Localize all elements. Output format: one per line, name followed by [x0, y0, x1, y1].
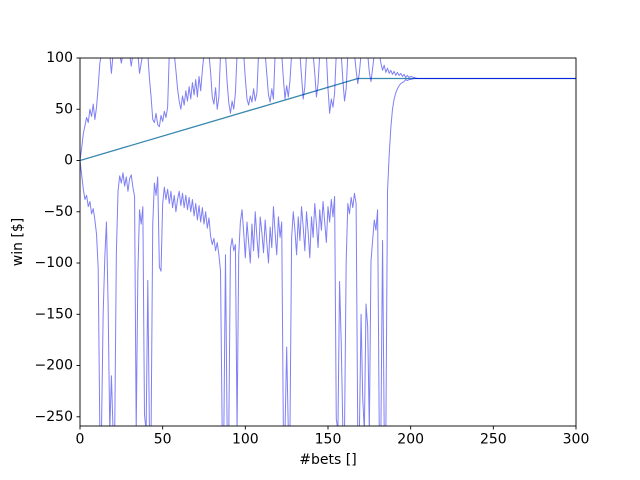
- y-tick-label: −250: [35, 409, 73, 425]
- x-tick-label: 250: [480, 432, 507, 448]
- y-tick-label: −100: [35, 255, 73, 271]
- series-upper-quantile-line: [80, 58, 576, 161]
- x-tick-label: 200: [397, 432, 424, 448]
- x-tick-label: 150: [315, 432, 342, 448]
- y-axis-ticks: 100 50 0 −50 −100 −150 −200 −250: [35, 50, 80, 425]
- y-tick-label: −150: [35, 306, 73, 322]
- plot-series: [80, 58, 576, 426]
- x-axis-ticks: 0 50 100 150 200 250 300: [76, 426, 590, 448]
- y-tick-label: −200: [35, 358, 73, 374]
- y-tick-label: 100: [46, 50, 73, 66]
- x-tick-label: 50: [154, 432, 172, 448]
- x-tick-label: 100: [232, 432, 259, 448]
- x-tick-label: 0: [76, 432, 85, 448]
- y-tick-label: 0: [64, 153, 73, 169]
- x-tick-label: 300: [563, 432, 590, 448]
- y-tick-label: 50: [55, 101, 73, 117]
- y-axis-label: win [$]: [10, 218, 26, 267]
- series-lower-quantile-line: [80, 78, 576, 426]
- y-tick-label: −50: [43, 204, 73, 220]
- x-axis-label: #bets []: [299, 452, 356, 468]
